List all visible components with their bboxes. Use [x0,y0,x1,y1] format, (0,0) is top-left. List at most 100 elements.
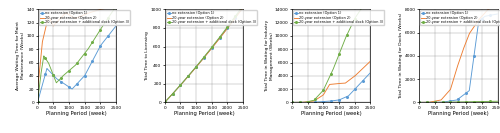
20-year extension + additional dock (Option 3) [430,102,436,103]
20-year extension + additional dock (Option 3) [176,87,182,88]
20-year extension (Option 2) [192,68,198,70]
20-year extension (Option 2) [319,95,325,97]
20-year extension (Option 2) [34,88,40,90]
20-year extension + additional dock (Option 3) [64,71,70,73]
no extension (Option 1) [366,74,372,75]
Line: no extension (Option 1): no extension (Option 1) [36,25,117,103]
20-year extension + additional dock (Option 3) [195,63,201,65]
20-year extension + additional dock (Option 3) [112,8,117,9]
20-year extension + additional dock (Option 3) [113,5,119,7]
20-year extension (Option 2) [366,62,372,64]
Line: 20-year extension (Option 2): 20-year extension (Option 2) [164,7,243,102]
Legend: no extension (Option 1), 20-year extension (Option 2), 20-year extension + addit: no extension (Option 1), 20-year extensi… [38,10,130,26]
20-year extension + additional dock (Option 3) [494,100,500,102]
no extension (Option 1) [240,6,246,8]
20-year extension (Option 2) [425,102,431,103]
20-year extension (Option 2) [230,20,236,22]
no extension (Option 1) [319,101,325,103]
Line: no extension (Option 1): no extension (Option 1) [418,13,498,103]
20-year extension (Option 2) [450,82,456,83]
20-year extension (Option 2) [484,9,490,11]
20-year extension + additional dock (Option 3) [44,59,50,61]
20-year extension (Option 2) [113,6,119,7]
no extension (Option 1) [289,102,295,103]
Line: no extension (Option 1): no extension (Option 1) [164,6,244,103]
20-year extension + additional dock (Option 3) [162,102,168,103]
20-year extension (Option 2) [302,101,308,103]
no extension (Option 1) [450,100,456,101]
20-year extension + additional dock (Option 3) [230,18,236,20]
no extension (Option 1) [368,72,374,74]
no extension (Option 1) [103,38,109,40]
no extension (Option 1) [494,13,500,15]
20-year extension (Option 2) [368,60,374,62]
no extension (Option 1) [358,83,364,84]
Line: 20-year extension (Option 2): 20-year extension (Option 2) [292,61,370,102]
20-year extension + additional dock (Option 3) [34,102,40,103]
Line: 20-year extension + additional dock (Option 3): 20-year extension + additional dock (Opt… [164,5,244,103]
no extension (Option 1) [64,85,70,87]
20-year extension (Option 2) [322,91,328,92]
20-year extension (Option 2) [238,9,244,10]
20-year extension (Option 2) [103,8,109,9]
20-year extension + additional dock (Option 3) [416,102,422,103]
20-year extension (Option 2) [44,24,50,25]
20-year extension (Option 2) [64,13,70,15]
20-year extension (Option 2) [494,5,500,7]
no extension (Option 1) [34,102,40,103]
no extension (Option 1) [484,15,490,17]
20-year extension (Option 2) [430,101,436,102]
20-year extension + additional dock (Option 3) [240,5,246,6]
20-year extension + additional dock (Option 3) [302,101,308,103]
20-year extension (Option 2) [195,64,201,66]
no extension (Option 1) [113,25,119,27]
20-year extension (Option 2) [416,102,422,103]
20-year extension + additional dock (Option 3) [68,68,74,70]
no extension (Option 1) [493,13,499,15]
20-year extension (Option 2) [289,102,295,103]
Line: no extension (Option 1): no extension (Option 1) [291,72,371,103]
20-year extension + additional dock (Option 3) [170,92,176,93]
no extension (Option 1) [446,100,452,102]
20-year extension + additional dock (Option 3) [192,67,198,69]
Legend: no extension (Option 1), 20-year extension (Option 2), 20-year extension + addit: no extension (Option 1), 20-year extensi… [166,10,257,26]
X-axis label: Planning Period (week): Planning Period (week) [174,111,234,116]
Y-axis label: Average Waiting Time for Maint
Maintenance (Weeks): Average Waiting Time for Maint Maintenan… [16,21,24,90]
20-year extension + additional dock (Option 3) [48,69,54,70]
no extension (Option 1) [112,27,117,29]
20-year extension (Option 2) [446,90,452,92]
no extension (Option 1) [425,102,431,103]
Y-axis label: Total Time to Licensing: Total Time to Licensing [145,31,149,81]
X-axis label: Planning Period (week): Planning Period (week) [428,111,488,116]
20-year extension (Option 2) [170,92,176,93]
20-year extension + additional dock (Option 3) [238,7,244,8]
Line: 20-year extension (Option 2): 20-year extension (Option 2) [38,7,116,89]
no extension (Option 1) [162,102,168,103]
X-axis label: Planning Period (week): Planning Period (week) [300,111,362,116]
Line: 20-year extension + additional dock (Option 3): 20-year extension + additional dock (Opt… [291,0,371,103]
no extension (Option 1) [230,20,236,21]
20-year extension + additional dock (Option 3) [289,102,295,103]
Line: 20-year extension + additional dock (Option 3): 20-year extension + additional dock (Opt… [418,100,498,103]
no extension (Option 1) [416,102,422,103]
20-year extension + additional dock (Option 3) [358,9,364,11]
20-year extension (Option 2) [493,6,499,7]
20-year extension (Option 2) [68,15,74,17]
20-year extension (Option 2) [240,7,246,8]
20-year extension (Option 2) [358,70,364,72]
20-year extension (Option 2) [176,87,182,88]
no extension (Option 1) [302,102,308,103]
no extension (Option 1) [68,88,74,89]
no extension (Option 1) [430,102,436,103]
X-axis label: Planning Period (week): Planning Period (week) [46,111,107,116]
no extension (Option 1) [322,101,328,102]
no extension (Option 1) [170,92,176,93]
Legend: no extension (Option 1), 20-year extension (Option 2), 20-year extension + addit: no extension (Option 1), 20-year extensi… [293,10,384,26]
no extension (Option 1) [192,68,198,69]
no extension (Option 1) [298,102,304,103]
no extension (Option 1) [238,8,244,10]
no extension (Option 1) [44,69,50,71]
20-year extension + additional dock (Option 3) [450,101,456,103]
Line: 20-year extension + additional dock (Option 3): 20-year extension + additional dock (Opt… [36,5,117,103]
20-year extension + additional dock (Option 3) [493,100,499,102]
